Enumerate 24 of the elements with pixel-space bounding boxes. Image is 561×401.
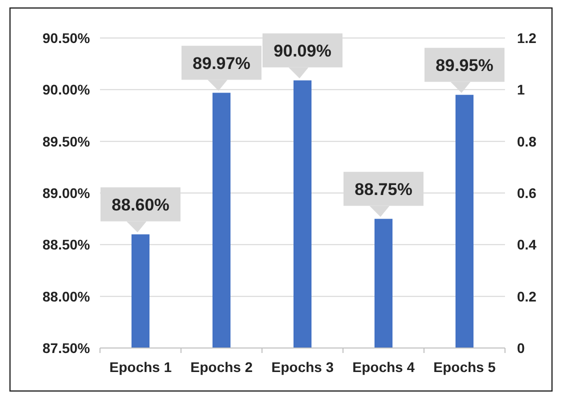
data-label: 89.95%	[436, 56, 494, 75]
y-tick-label: 90.00%	[42, 82, 91, 98]
x-tick-label: Epochs 4	[352, 359, 415, 375]
x-tick-label: Epochs 5	[433, 359, 496, 375]
y2-tick-label: 1.2	[517, 30, 537, 46]
y2-tick-label: 0.8	[517, 133, 537, 150]
data-label: 88.60%	[112, 195, 170, 214]
y-tick-label: 90.50%	[42, 30, 91, 46]
y2-tick-label: 0.6	[517, 185, 537, 201]
y2-tick-label: 1	[517, 82, 525, 98]
data-label: 90.09%	[274, 41, 332, 60]
y2-tick-label: 0	[517, 340, 525, 356]
y2-tick-label: 0.2	[517, 288, 537, 304]
y2-tick-label: 0.4	[517, 236, 537, 253]
x-tick-label: Epochs 1	[109, 359, 172, 375]
y-tick-label: 88.00%	[42, 288, 91, 304]
y-tick-label: 89.50%	[42, 133, 91, 150]
data-label: 88.75%	[354, 180, 412, 199]
y-tick-label: 87.50%	[42, 340, 91, 356]
data-label: 89.97%	[192, 54, 250, 73]
x-tick-label: Epochs 3	[271, 359, 334, 375]
y-tick-label: 88.50%	[42, 236, 91, 253]
x-tick-label: Epochs 2	[190, 359, 253, 375]
y-tick-label: 89.00%	[42, 185, 91, 201]
